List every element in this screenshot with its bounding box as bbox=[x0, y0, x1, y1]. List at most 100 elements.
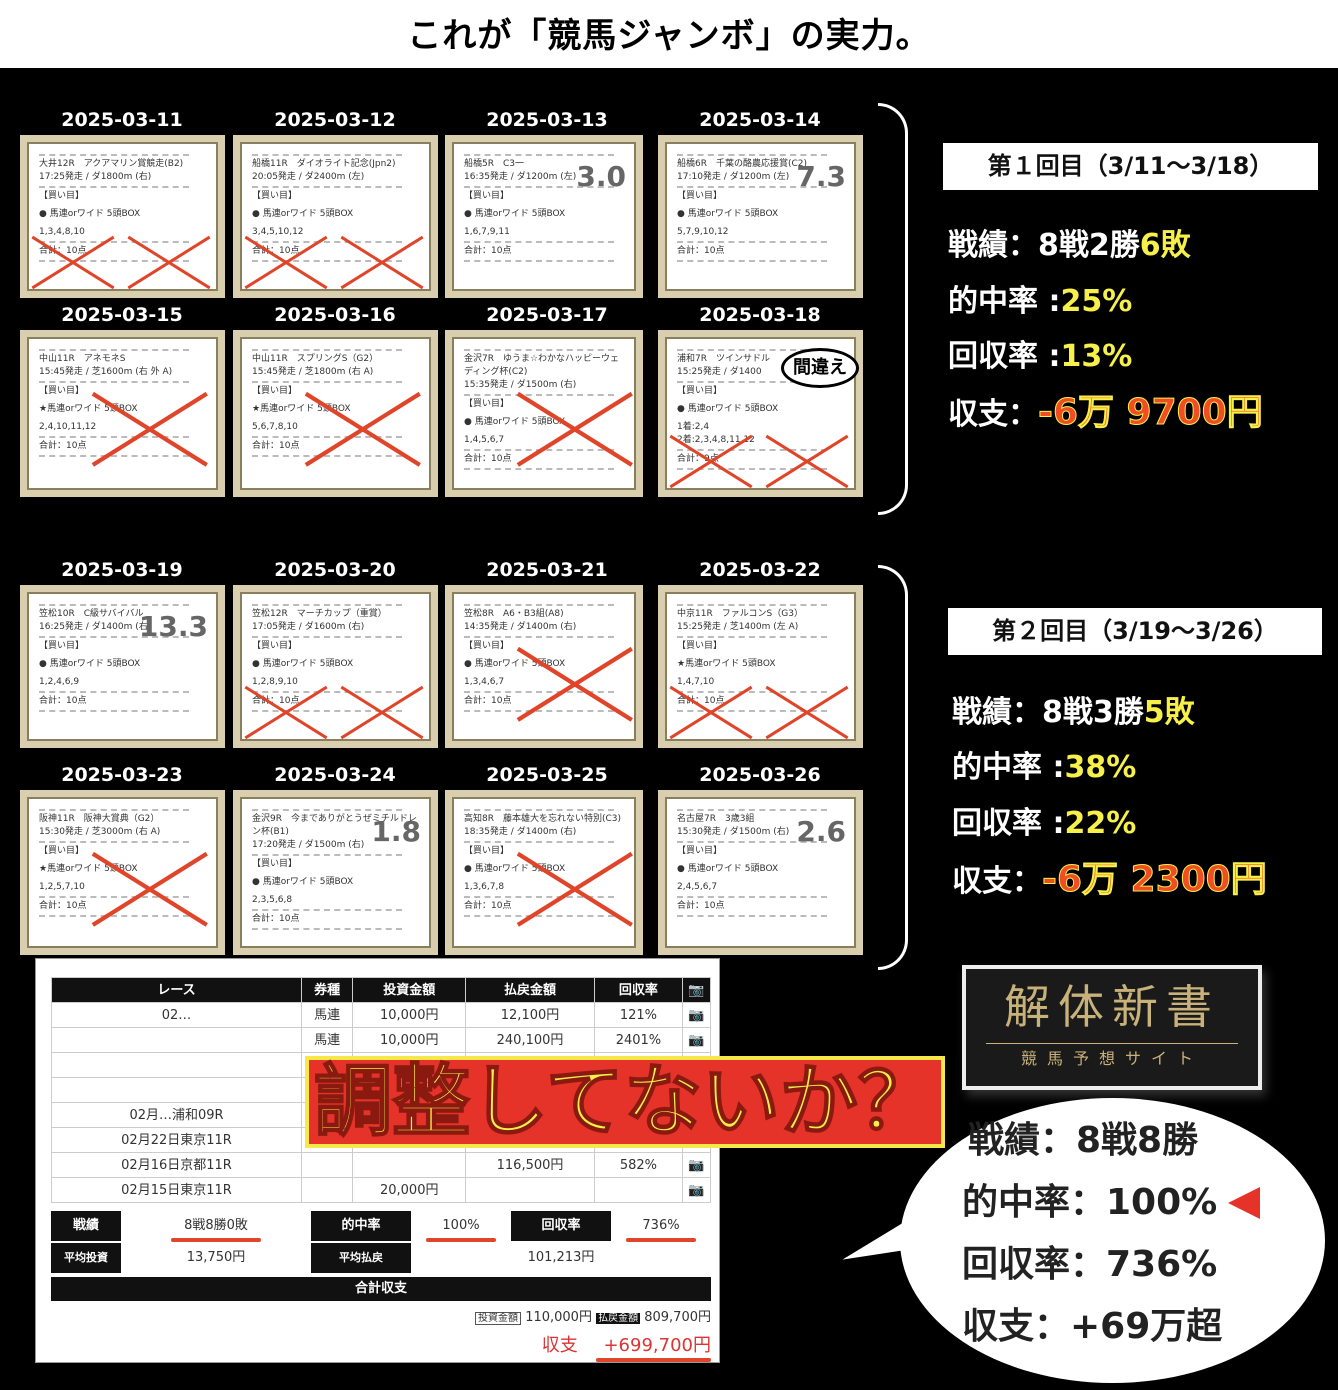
col-invest: 投資金額 bbox=[352, 977, 467, 1003]
label: 収支： bbox=[952, 864, 1042, 899]
card-date: 2025-03-14 bbox=[699, 109, 821, 131]
claims-speech-bubble bbox=[900, 1098, 1325, 1383]
cross-mark-icon bbox=[340, 235, 420, 291]
prediction-card: 中山11R スプリングS（G2） 15:45発走 / 芝1800m (右 A) 【買… bbox=[233, 330, 438, 497]
competitor-results-panel: レース 券種 投資金額 払戻金額 回収率 📷 02… 馬連 10,000円 12,10… bbox=[35, 958, 720, 1363]
divider bbox=[39, 636, 189, 638]
card-date: 2025-03-22 bbox=[699, 559, 821, 581]
divider bbox=[252, 909, 402, 911]
table-cell bbox=[352, 1152, 467, 1178]
divider bbox=[464, 241, 614, 243]
divider bbox=[464, 809, 614, 811]
bet-type: ● 馬連orワイド 5頭BOX bbox=[464, 864, 566, 874]
total-invest-payout: 投資金額 110,000円 払戻金額 809,700円 bbox=[311, 1303, 711, 1333]
divider bbox=[464, 154, 614, 156]
divider bbox=[677, 636, 827, 638]
divider bbox=[39, 841, 189, 843]
divider bbox=[677, 260, 827, 262]
bet-type: ★馬連orワイド 5頭BOX bbox=[39, 864, 138, 874]
col-type: 券種 bbox=[300, 977, 354, 1003]
race-name: 中山11R スプリングS（G2） bbox=[252, 354, 379, 364]
value: 8戦3勝 bbox=[1042, 695, 1144, 730]
divider bbox=[677, 381, 827, 383]
horse-numbers: 1,3,4,8,10 bbox=[39, 227, 85, 237]
camera-icon[interactable]: 📷 bbox=[682, 977, 711, 1003]
table-cell: 馬連 bbox=[300, 1027, 354, 1053]
camera-icon[interactable]: 📷 bbox=[682, 1152, 711, 1178]
horse-numbers: 2,4,10,11,12 bbox=[39, 422, 97, 432]
prediction-card: 大井12R アクアマリン賞競走(B2) 17:25発走 / ダ1800m (右) 【… bbox=[20, 135, 225, 298]
claim-hit-rate: 的中率：100% bbox=[962, 1182, 1218, 1223]
col-race: レース bbox=[51, 977, 302, 1003]
invest-tag: 投資金額 bbox=[475, 1312, 522, 1325]
table-cell: 10,000円 bbox=[352, 1027, 467, 1053]
total-points: 合計：10点 bbox=[39, 901, 87, 911]
prediction-card: 中京11R ファルコンS（G3） 15:25発走 / 芝1400m (左 A) 【買… bbox=[658, 585, 863, 748]
table-cell: 20,000円 bbox=[352, 1177, 467, 1203]
card-date: 2025-03-11 bbox=[61, 109, 183, 131]
divider bbox=[252, 381, 402, 383]
value: 13% bbox=[1060, 339, 1133, 374]
card-date: 2025-03-21 bbox=[486, 559, 608, 581]
race-time: 15:45発走 / 芝1600m (右 外 A) bbox=[39, 367, 173, 377]
divider bbox=[252, 809, 402, 811]
horse-numbers: 2,4,5,6,7 bbox=[677, 882, 718, 892]
divider bbox=[464, 604, 614, 606]
total-points: 合計：10点 bbox=[252, 914, 300, 924]
value: -6万 9700円 bbox=[1038, 392, 1264, 434]
total-points: 合計：10点 bbox=[677, 901, 725, 911]
label: 戦績： bbox=[952, 695, 1042, 730]
table-cell bbox=[51, 1027, 302, 1053]
bet-type: ★馬連orワイド 5頭BOX bbox=[39, 404, 138, 414]
horse-numbers: 2,3,5,6,8 bbox=[252, 895, 293, 905]
horse-numbers: 1,2,4,6,9 bbox=[39, 677, 80, 687]
page-title: これが「競馬ジャンボ」の実力。 bbox=[407, 16, 931, 56]
bet-type: ● 馬連orワイド 5頭BOX bbox=[677, 404, 779, 414]
divider bbox=[677, 154, 827, 156]
cross-mark-icon bbox=[516, 851, 628, 929]
horse-numbers: 1,2,5,7,10 bbox=[39, 882, 85, 892]
claim-balance: 収支：+69万超 bbox=[962, 1306, 1223, 1347]
underline bbox=[426, 1238, 496, 1242]
payout-odds: 7.3 bbox=[796, 160, 846, 193]
buy-heading: 【買い目】 bbox=[39, 641, 85, 651]
card-date: 2025-03-20 bbox=[274, 559, 396, 581]
payout-odds: 13.3 bbox=[138, 610, 208, 643]
return-label: 回収率 bbox=[511, 1211, 611, 1241]
buy-heading: 【買い目】 bbox=[677, 386, 723, 396]
race-name: 金沢9R 今までありがとうぜミチルドレン杯(B1) bbox=[252, 814, 417, 837]
table-cell bbox=[300, 1177, 354, 1203]
camera-icon[interactable]: 📷 bbox=[682, 1002, 711, 1028]
divider bbox=[252, 928, 402, 930]
prediction-card: 笠松10R C級サバイバル 16:25発走 / ダ1400m (右) 【買い目】 ● … bbox=[20, 585, 225, 748]
bet-type: ● 馬連orワイド 5頭BOX bbox=[677, 864, 779, 874]
divider bbox=[677, 468, 827, 470]
divider bbox=[39, 691, 189, 693]
race-name: 船橋5R C3一 bbox=[464, 159, 524, 169]
label: 的中率 : bbox=[948, 284, 1061, 319]
camera-icon[interactable]: 📷 bbox=[682, 1027, 711, 1053]
hit-label: 的中率 bbox=[311, 1211, 411, 1241]
buy-heading: 【買い目】 bbox=[677, 641, 723, 651]
horse-numbers: 1,3,4,6,7 bbox=[464, 677, 505, 687]
table-row: 02月15日東京11R 20,000円 📷 bbox=[51, 1177, 711, 1203]
claim-return-rate: 回収率：736% bbox=[962, 1244, 1218, 1285]
divider bbox=[252, 604, 402, 606]
bet-type: ● 馬連orワイド 5頭BOX bbox=[677, 209, 779, 219]
divider bbox=[252, 154, 402, 156]
buy-heading: 【買い目】 bbox=[677, 846, 723, 856]
divider bbox=[39, 349, 189, 351]
avg-invest-label: 平均投資 bbox=[51, 1243, 121, 1273]
table-cell: 121% bbox=[593, 1002, 684, 1028]
total-points: 合計：10点 bbox=[39, 696, 87, 706]
divider bbox=[252, 854, 402, 856]
camera-icon[interactable]: 📷 bbox=[682, 1177, 711, 1203]
divider bbox=[252, 241, 402, 243]
mistake-callout: 間違え bbox=[781, 348, 859, 388]
hit-value: 100% bbox=[442, 1218, 480, 1233]
card-date: 2025-03-15 bbox=[61, 304, 183, 326]
period-1-return-rate: 回収率 :13% bbox=[948, 331, 1132, 375]
label: 回収率 : bbox=[948, 339, 1061, 374]
period-1-record: 戦績：8戦2勝6敗 bbox=[948, 220, 1191, 264]
divider bbox=[677, 841, 827, 843]
